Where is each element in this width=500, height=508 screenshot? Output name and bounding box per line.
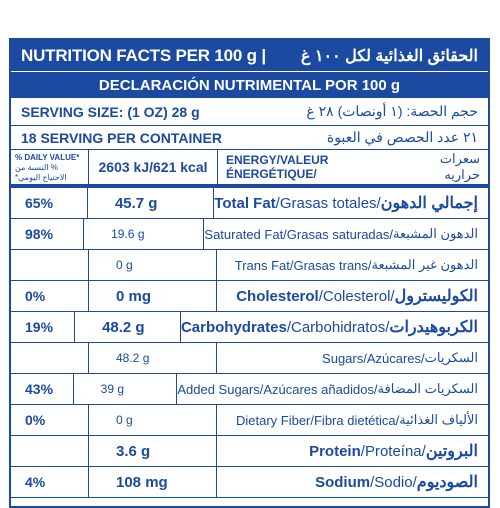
nutrition-label: NUTRITION FACTS PER 100 g | الحقائق الغذ… (9, 38, 490, 508)
daily-value-percent (11, 436, 89, 466)
nutrient-name-translation: /Proteína/ (360, 442, 426, 460)
serving-size-english: SERVING SIZE: (1 OZ) 28 g (21, 103, 200, 120)
energy-value: 2603 kJ/621 kcal (89, 150, 218, 184)
serving-size-row: SERVING SIZE: (1 OZ) 28 g حجم الحصة: (١ … (11, 98, 488, 126)
daily-value-percent: 0% (11, 281, 89, 311)
nutrient-name-arabic: البروتين (425, 443, 478, 460)
daily-value-percent (11, 343, 89, 373)
daily-value-percent: 4% (11, 467, 89, 497)
nutrient-amount: 45.7 g (88, 188, 215, 218)
energy-label: ENERGY/VALEUR ÉNERGÉTIQUE/ (226, 153, 329, 181)
nutrient-name-arabic: الكوليسترول (394, 288, 478, 305)
nutrient-name-english: Carbohydrates (180, 318, 287, 336)
nutrient-name-arabic: السكريات المضافة (377, 381, 478, 396)
nutrient-name: Sodium/Sodio/الصوديوم (217, 467, 488, 497)
nutrient-name-arabic: الدهون غير المشبعة (371, 257, 478, 272)
nutrient-table: 65% 45.7 g Total Fat/Grasas totales/إجمالي… (11, 185, 488, 498)
nutrient-name: Total Fat/Grasas totales/إجمالي الدهون (214, 188, 488, 218)
nutrient-name-english: Sodium (315, 473, 371, 491)
nutrient-name-english: Cholesterol (236, 287, 319, 305)
energy-label-cell: ENERGY/VALEUR ÉNERGÉTIQUE/ سعرات حراريه (218, 150, 488, 184)
subtitle-bar: DECLARACIÓN NUTRIMENTAL POR 100 g (11, 72, 488, 98)
servings-per-container-row: 18 SERVING PER CONTAINER ٢١ عدد الحصص في… (11, 126, 488, 150)
nutrient-amount: 108 mg (89, 467, 217, 497)
serving-size-arabic: حجم الحصة: (١ أونصات) ٢٨ غ (306, 103, 478, 119)
energy-label-arabic: سعرات حراريه (439, 151, 480, 182)
nutrient-name: Protein/Proteína/البروتين (217, 436, 488, 466)
nutrient-name-english: Total Fat (214, 194, 276, 212)
daily-value-percent: 43% (11, 374, 74, 404)
nutrient-row: 43% 39 g Added Sugars/Azúcares añadidos/ال… (11, 374, 488, 405)
daily-value-english: % DAILY VALUE* (15, 153, 80, 162)
nutrient-amount: 48.2 g (75, 312, 181, 342)
nutrient-row: 3.6 g Protein/Proteína/البروتين (11, 436, 488, 467)
nutrient-name-arabic: الصوديوم (416, 474, 478, 491)
nutrient-name-arabic: السكريات (424, 350, 478, 365)
title-bar: NUTRITION FACTS PER 100 g | الحقائق الغذ… (11, 40, 488, 72)
nutrient-name-translation: /Grasas totales/ (275, 194, 381, 212)
nutrient-name-translation: Added Sugars/Azúcares añadidos/ (177, 381, 378, 397)
nutrient-name-translation: /Carbohidratos/ (286, 318, 390, 336)
nutrient-name-arabic: الدهون المشبعة (393, 226, 478, 241)
nutrient-amount: 0 g (89, 405, 217, 435)
nutrient-amount: 39 g (74, 374, 178, 404)
nutrient-name-english: Protein (309, 442, 361, 460)
nutrient-name-arabic: إجمالي الدهون (380, 195, 478, 212)
nutrient-amount: 0 g (89, 250, 217, 280)
nutrient-name: Trans Fat/Grasas trans/الدهون غير المشبع… (217, 250, 488, 280)
nutrient-row: 65% 45.7 g Total Fat/Grasas totales/إجمالي… (11, 188, 488, 219)
title-arabic: الحقائق الغذائية لكل ١٠٠ غ (300, 47, 478, 65)
energy-row: % DAILY VALUE* % النسبة من الاحتياج اليو… (11, 150, 488, 185)
nutrient-name-translation: Trans Fat/Grasas trans/ (234, 257, 372, 273)
nutrient-name: Saturated Fat/Grasas saturadas/الدهون ال… (204, 219, 488, 249)
nutrient-row: 0% 0 g Dietary Fiber/Fibra dietética/الألي… (11, 405, 488, 436)
nutrient-name-translation: Saturated Fat/Grasas saturadas/ (204, 226, 394, 242)
nutrient-amount: 3.6 g (89, 436, 217, 466)
nutrient-name-translation: Sugars/Azúcares/ (322, 350, 425, 366)
nutrient-row: 4% 108 mg Sodium/Sodio/الصوديوم (11, 467, 488, 498)
nutrient-name-arabic: الكربوهيدرات (389, 319, 478, 336)
daily-value-percent: 19% (11, 312, 76, 342)
servings-english: 18 SERVING PER CONTAINER (21, 129, 222, 146)
daily-value-header: % DAILY VALUE* % النسبة من الاحتياج اليو… (11, 150, 89, 184)
nutrient-row: 0 g Trans Fat/Grasas trans/الدهون غير الم… (11, 250, 488, 281)
nutrient-name: Sugars/Azúcares/السكريات (217, 343, 488, 373)
daily-value-percent: 98% (11, 219, 85, 249)
nutrient-name: Cholesterol/Colesterol/الكوليسترول (217, 281, 488, 311)
nutrient-amount: 48.2 g (89, 343, 217, 373)
daily-value-percent: 65% (11, 188, 88, 218)
nutrient-row: 48.2 g Sugars/Azúcares/السكريات (11, 343, 488, 374)
daily-value-percent: 0% (11, 405, 89, 435)
nutrient-amount: 19.6 g (84, 219, 205, 249)
nutrient-name: Dietary Fiber/Fibra dietética/الألياف ال… (217, 405, 488, 435)
nutrient-row: 19% 48.2 g Carbohydrates/Carbohidratos/الك… (11, 312, 488, 343)
nutrient-row: 0% 0 mg Cholesterol/Colesterol/الكوليسترول (11, 281, 488, 312)
nutrient-name-translation: /Sodio/ (370, 473, 417, 491)
nutrient-name: Carbohydrates/Carbohidratos/الكربوهيدرات (181, 312, 488, 342)
nutrient-name-arabic: الألياف الغذائية (399, 412, 478, 427)
nutrient-amount: 0 mg (89, 281, 217, 311)
nutrient-name: Added Sugars/Azúcares añadidos/السكريات … (177, 374, 488, 404)
title-english: NUTRITION FACTS PER 100 g | (21, 45, 266, 65)
nutrient-row: 98% 19.6 g Saturated Fat/Grasas saturadas/… (11, 219, 488, 250)
daily-value-arabic: % النسبة من الاحتياج اليومي* (15, 163, 67, 182)
subtitle-spanish: DECLARACIÓN NUTRIMENTAL POR 100 g (98, 76, 401, 94)
nutrient-name-translation: Dietary Fiber/Fibra dietética/ (235, 412, 400, 428)
nutrient-name-translation: /Colesterol/ (318, 287, 395, 305)
daily-value-percent (11, 250, 89, 280)
servings-arabic: ٢١ عدد الحصص في العبوة (326, 129, 478, 145)
